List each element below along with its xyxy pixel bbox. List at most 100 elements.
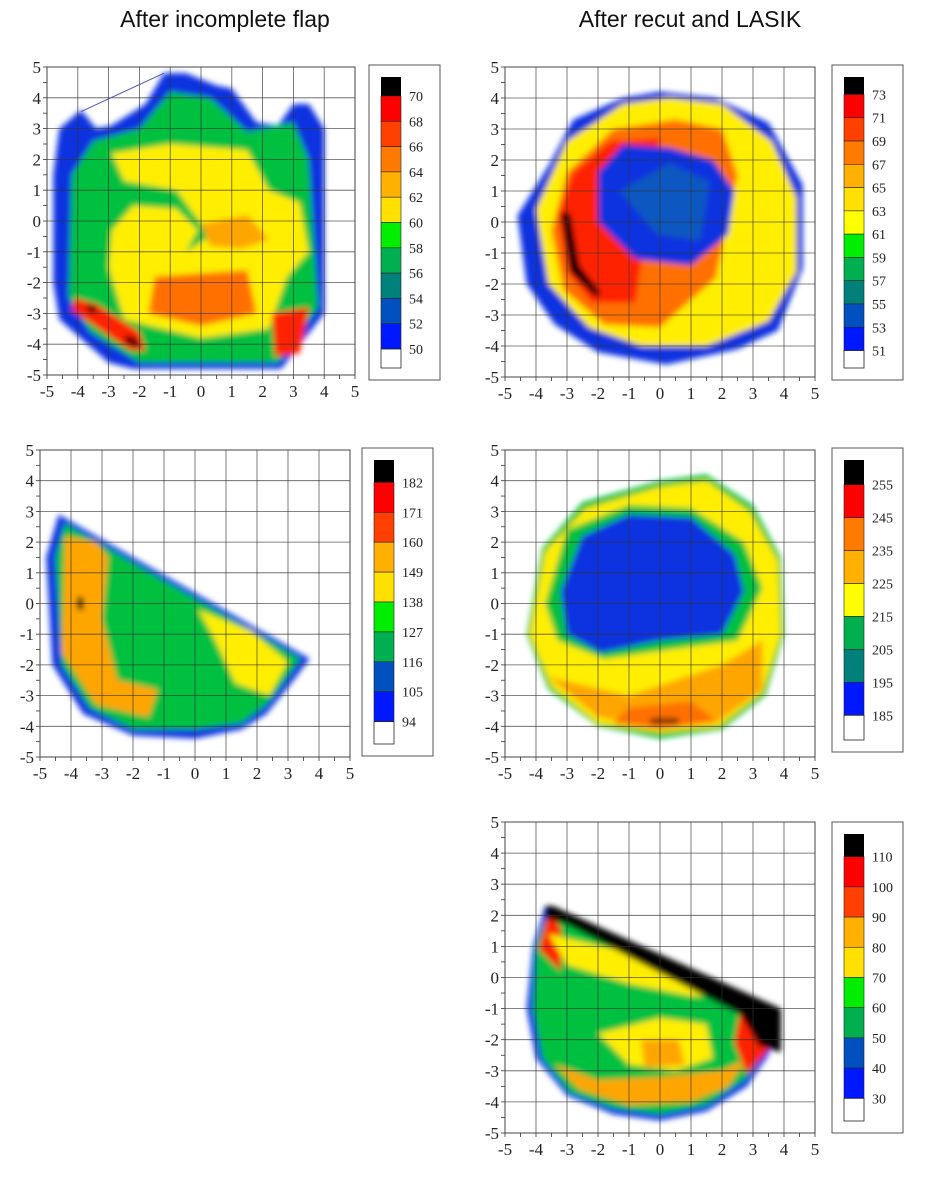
y-tick-label: -1 bbox=[485, 244, 499, 263]
colorbar-band bbox=[843, 977, 865, 1009]
colorbar-label: 30 bbox=[872, 1092, 886, 1107]
x-tick-label: -3 bbox=[560, 764, 574, 783]
y-tick-label: 4 bbox=[26, 472, 35, 491]
map-region-orange bbox=[641, 1039, 685, 1068]
colorbar-label: 57 bbox=[872, 275, 886, 290]
y-tick-label: 2 bbox=[26, 533, 35, 552]
x-tick-label: -5 bbox=[498, 384, 512, 403]
colorbar-label: 127 bbox=[402, 626, 423, 641]
plot-frame bbox=[504, 449, 816, 758]
colorbar-band bbox=[843, 233, 865, 258]
colorbar-band-min bbox=[373, 721, 395, 745]
colorbar-label: 73 bbox=[872, 88, 886, 103]
map-region-black bbox=[545, 905, 781, 1053]
map-regions bbox=[526, 474, 784, 739]
colorbar-label: 110 bbox=[872, 851, 892, 866]
colorbar-label: 94 bbox=[402, 716, 416, 731]
colorbar-band bbox=[843, 187, 865, 212]
colorbar-label: 61 bbox=[872, 228, 886, 243]
map-region-dblue bbox=[619, 163, 710, 241]
map-region-black bbox=[560, 212, 602, 297]
x-tick-label: 1 bbox=[687, 764, 696, 783]
x-tick-label: 4 bbox=[315, 764, 324, 783]
colorbar-band-min bbox=[380, 348, 402, 369]
x-tick-label: -1 bbox=[622, 1140, 636, 1159]
colorbar-band bbox=[843, 649, 865, 683]
colorbar-band bbox=[843, 856, 865, 888]
map-region-orange bbox=[554, 1058, 747, 1106]
colorbar-label: 58 bbox=[409, 242, 423, 257]
plot-frame bbox=[504, 821, 816, 1134]
plot-frame bbox=[39, 449, 351, 758]
y-tick-label: 4 bbox=[491, 472, 500, 491]
y-tick-label: -1 bbox=[20, 625, 34, 644]
y-tick-label: 5 bbox=[26, 441, 35, 460]
map-region-red bbox=[539, 912, 561, 972]
colorbar-label: 64 bbox=[409, 166, 423, 181]
colorbar-band bbox=[380, 298, 402, 325]
colorbar-label: 68 bbox=[409, 115, 423, 130]
map-region-orange bbox=[548, 640, 763, 730]
heatmap-panel-top-right: -5 -4 -3 -2 -1 0 1 2 3 4 5543210-1-2-3-4-573716967… bbox=[485, 58, 904, 403]
x-tick-label: 0 bbox=[656, 764, 665, 783]
colorbar-label: 138 bbox=[402, 596, 423, 611]
colorbar-label: 70 bbox=[409, 90, 423, 105]
colorbar-band bbox=[843, 886, 865, 918]
y-tick-label: -2 bbox=[485, 1031, 499, 1050]
colorbar-label: 245 bbox=[872, 512, 893, 527]
colorbar-band bbox=[843, 682, 865, 716]
x-tick-label: 4 bbox=[780, 764, 789, 783]
x-tick-label: 2 bbox=[718, 1140, 727, 1159]
y-tick-label: -2 bbox=[20, 656, 34, 675]
y-tick-label: -5 bbox=[485, 368, 499, 387]
colorbar-frame bbox=[831, 64, 904, 381]
colorbar-label: 59 bbox=[872, 251, 886, 266]
colorbar-band bbox=[843, 117, 865, 142]
colorbar-band bbox=[843, 94, 865, 119]
map-region-orange bbox=[61, 535, 158, 718]
colorbar-label: 185 bbox=[872, 709, 893, 724]
y-tick-label: -4 bbox=[27, 335, 42, 354]
map-region-dorange bbox=[148, 270, 257, 326]
colorbar-label: 65 bbox=[872, 182, 886, 197]
y-tick-label: 2 bbox=[491, 906, 500, 925]
x-tick-label: 2 bbox=[253, 764, 262, 783]
x-tick-label: -3 bbox=[102, 382, 116, 401]
y-tick-label: -5 bbox=[27, 366, 41, 385]
x-tick-label: -1 bbox=[163, 382, 177, 401]
y-tick-label: 1 bbox=[26, 564, 35, 583]
x-tick-label: -3 bbox=[560, 1140, 574, 1159]
colorbar-band bbox=[373, 661, 395, 692]
colorbar-band bbox=[843, 1007, 865, 1039]
colorbar-band bbox=[843, 1037, 865, 1069]
y-tick-label: -5 bbox=[485, 1124, 499, 1143]
y-tick-label: 4 bbox=[33, 89, 42, 108]
x-tick-label: -4 bbox=[529, 384, 544, 403]
colorbar-label: 255 bbox=[872, 479, 893, 494]
x-tick-label: -2 bbox=[591, 764, 605, 783]
colorbar-band bbox=[373, 512, 395, 543]
colorbar-label: 195 bbox=[872, 676, 893, 691]
colorbar-band bbox=[843, 164, 865, 188]
colorbar-band bbox=[843, 583, 865, 617]
colorbar-band-max bbox=[844, 77, 864, 95]
colorbar-label: 90 bbox=[872, 911, 886, 926]
x-tick-label: -3 bbox=[560, 384, 574, 403]
y-tick-label: 0 bbox=[26, 595, 35, 614]
map-region-black bbox=[650, 718, 679, 724]
x-tick-label: -4 bbox=[71, 382, 86, 401]
colorbar-band bbox=[843, 257, 865, 282]
colorbar-band bbox=[380, 222, 402, 249]
colorbar-label: 54 bbox=[409, 292, 423, 307]
y-tick-label: 4 bbox=[491, 89, 500, 108]
colorbar-label: 55 bbox=[872, 298, 886, 313]
x-tick-label: 5 bbox=[346, 764, 355, 783]
x-tick-label: 0 bbox=[656, 1140, 665, 1159]
x-tick-label: -1 bbox=[157, 764, 171, 783]
y-tick-label: 1 bbox=[33, 181, 42, 200]
colorbar-label: 66 bbox=[409, 141, 423, 156]
y-tick-label: -2 bbox=[27, 274, 41, 293]
colorbar-band bbox=[843, 916, 865, 948]
y-tick-label: 3 bbox=[33, 120, 42, 139]
x-tick-label: 5 bbox=[811, 1140, 820, 1159]
